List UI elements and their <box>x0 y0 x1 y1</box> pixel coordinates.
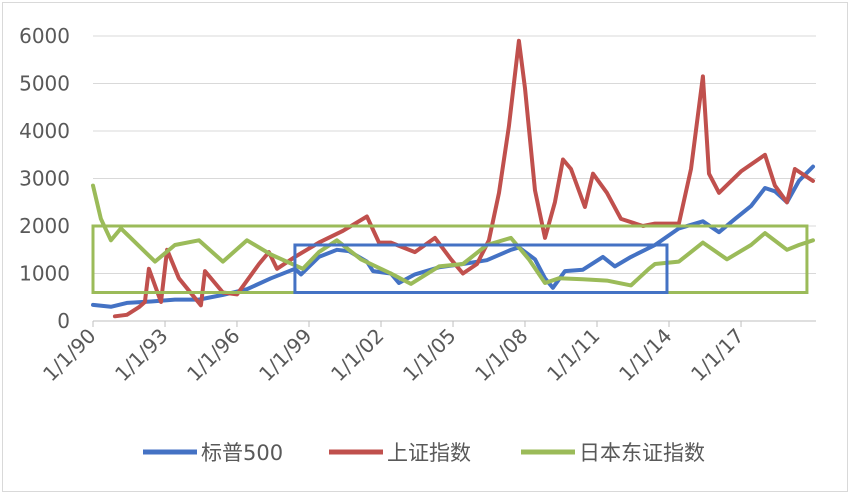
series-line-2 <box>91 183 815 288</box>
legend: 标普500 上证指数 日本东证指数 <box>143 441 705 465</box>
x-tick-label: 1/1/17 <box>686 324 748 386</box>
highlight-box-1 <box>293 243 669 294</box>
series-line-1 <box>112 38 815 319</box>
x-tick-label: 1/1/08 <box>470 324 532 386</box>
x-tick-label: 1/1/96 <box>182 324 244 386</box>
series-lines <box>91 38 815 319</box>
series-line-0 <box>91 164 815 309</box>
x-tick-label: 1/1/05 <box>398 324 460 386</box>
x-tick-label: 1/1/99 <box>254 324 316 386</box>
x-tick-label: 1/1/14 <box>614 324 676 386</box>
legend-label: 日本东证指数 <box>579 441 705 465</box>
legend-label: 上证指数 <box>387 441 471 465</box>
y-tick-label: 2000 <box>19 214 70 238</box>
y-tick-label: 0 <box>57 309 70 333</box>
x-tick-label: 1/1/93 <box>110 324 172 386</box>
x-tick-label: 1/1/11 <box>542 324 604 386</box>
y-tick-label: 1000 <box>19 262 70 286</box>
y-tick-label: 6000 <box>19 24 70 48</box>
y-tick-label: 4000 <box>19 119 70 143</box>
x-tick-label: 1/1/02 <box>326 324 388 386</box>
y-tick-label: 5000 <box>19 72 70 96</box>
highlight-boxes <box>91 224 809 294</box>
y-tick-label: 3000 <box>19 167 70 191</box>
legend-label: 标普500 <box>201 441 283 465</box>
